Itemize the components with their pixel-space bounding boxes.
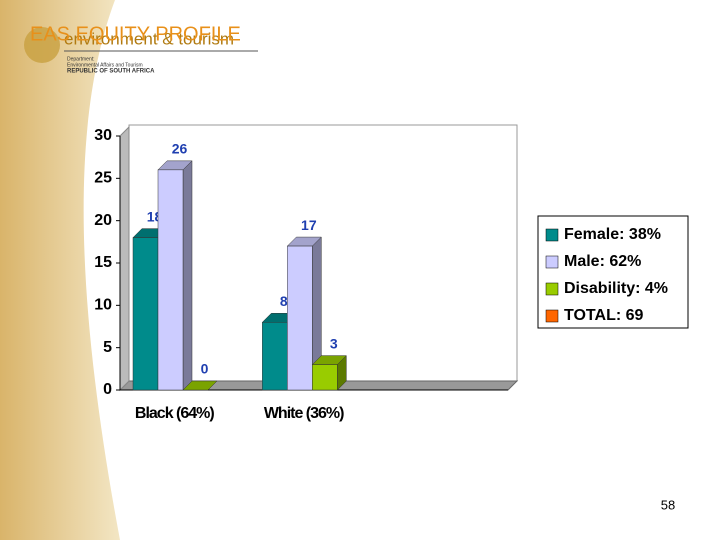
x-tick-label: Black (64%) xyxy=(135,405,214,422)
bar-top xyxy=(182,380,218,391)
y-tick-label: 20 xyxy=(94,212,112,229)
legend-swatch xyxy=(545,309,559,323)
legend-swatch xyxy=(545,282,559,296)
value-label: 0 xyxy=(201,361,209,377)
y-tick-label: 5 xyxy=(103,339,112,356)
side-strip xyxy=(0,0,120,540)
y-tick-label: 25 xyxy=(94,170,112,187)
bar-side xyxy=(182,160,193,391)
y-tick-label: 10 xyxy=(94,297,112,314)
legend-swatch xyxy=(545,255,559,269)
value-label: 3 xyxy=(330,335,338,351)
y-tick-label: 0 xyxy=(103,381,112,398)
plot-wall xyxy=(128,124,518,382)
value-label: 17 xyxy=(301,217,317,233)
bar xyxy=(312,364,338,391)
bar xyxy=(157,169,184,391)
y-tick-label: 30 xyxy=(94,127,112,144)
legend-label: Male: 62% xyxy=(564,253,641,270)
value-label: 8 xyxy=(280,293,288,309)
value-label: 26 xyxy=(172,141,188,157)
bar xyxy=(132,237,159,391)
y-tick-label: 15 xyxy=(94,254,112,271)
legend-label: TOTAL: 69 xyxy=(564,307,644,324)
country: REPUBLIC OF SOUTH AFRICA xyxy=(67,69,155,75)
plot-side xyxy=(119,125,130,392)
slide-title: EAS EQUITY PROFILE xyxy=(30,23,241,45)
bar xyxy=(262,322,288,391)
department-name: Environmental Affairs and Tourism xyxy=(67,62,143,68)
legend-swatch xyxy=(545,228,559,242)
bar xyxy=(287,245,313,391)
department: Department: xyxy=(67,56,95,62)
legend-box xyxy=(537,215,689,329)
logo-text: environment & tourism xyxy=(64,29,234,48)
x-tick-label: White (36%) xyxy=(264,405,344,422)
legend-label: Disability: 4% xyxy=(564,280,668,297)
page-number: 58 xyxy=(661,497,675,512)
logo-emblem xyxy=(24,27,60,63)
legend-label: Female: 38% xyxy=(564,226,661,243)
